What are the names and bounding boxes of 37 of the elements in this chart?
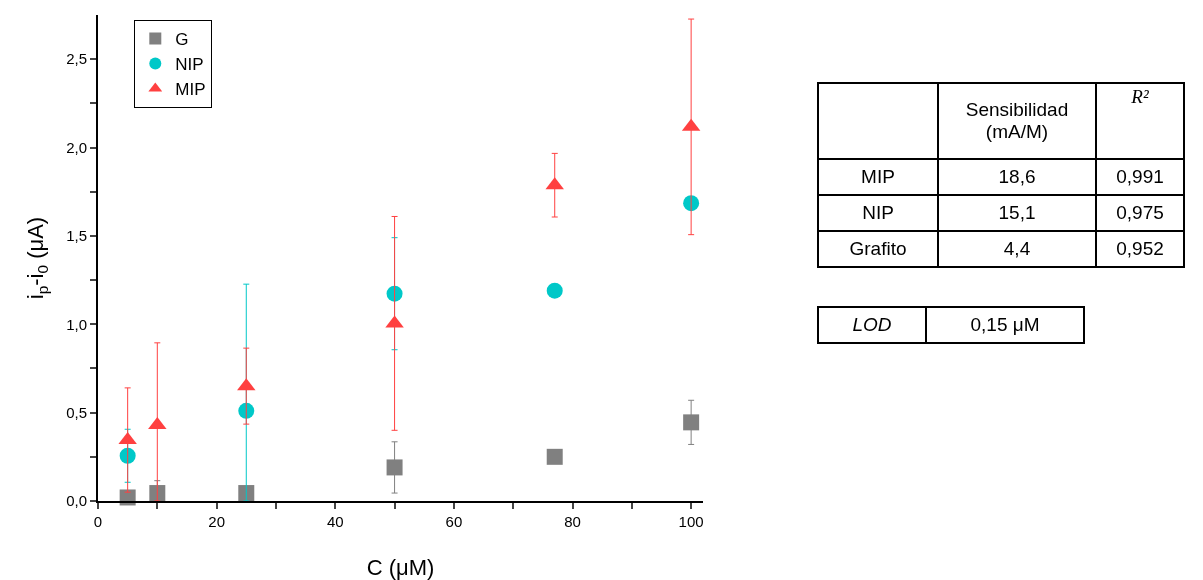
point bbox=[149, 485, 166, 502]
y-tick-label: 1,5 bbox=[66, 227, 87, 245]
point bbox=[238, 485, 255, 502]
y-tick-label: 0,5 bbox=[66, 403, 87, 421]
text: Grafito bbox=[818, 231, 938, 267]
point bbox=[119, 447, 136, 464]
point bbox=[546, 282, 563, 299]
text: 18,6 bbox=[938, 159, 1096, 195]
y-tick-label: 2,5 bbox=[66, 50, 87, 68]
text: 0,952 bbox=[1096, 231, 1184, 267]
text: MIP bbox=[818, 159, 938, 195]
text: NIP bbox=[818, 195, 938, 231]
text: Sensibilidad (mA/M) bbox=[938, 83, 1096, 159]
y-tick-label: 2,0 bbox=[66, 138, 87, 156]
point bbox=[683, 414, 700, 431]
text: 0,15 μM bbox=[926, 307, 1084, 343]
point bbox=[238, 402, 255, 419]
y-tick-label: 1,0 bbox=[66, 315, 87, 333]
point bbox=[546, 448, 563, 465]
text: 0,991 bbox=[1096, 159, 1184, 195]
point bbox=[386, 459, 403, 476]
text: 4,4 bbox=[938, 231, 1096, 267]
y-tick-label: 0,0 bbox=[66, 492, 87, 510]
x-tick-label: 20 bbox=[208, 513, 225, 530]
x-tick-label: 60 bbox=[445, 513, 463, 530]
text: 0,975 bbox=[1096, 195, 1184, 231]
x-axis-title: C (μM) bbox=[366, 555, 435, 580]
x-tick-label: 0 bbox=[93, 513, 103, 530]
text: 15,1 bbox=[938, 195, 1096, 231]
legend-label: NIP bbox=[175, 55, 204, 75]
x-tick-label: 40 bbox=[326, 513, 344, 530]
x-tick-label: 100 bbox=[678, 513, 704, 530]
text: R² bbox=[1096, 83, 1184, 159]
text: LOD bbox=[818, 307, 926, 343]
x-tick-label: 80 bbox=[564, 513, 581, 530]
legend-label: G bbox=[175, 30, 189, 50]
legend-label: MIP bbox=[175, 80, 206, 100]
